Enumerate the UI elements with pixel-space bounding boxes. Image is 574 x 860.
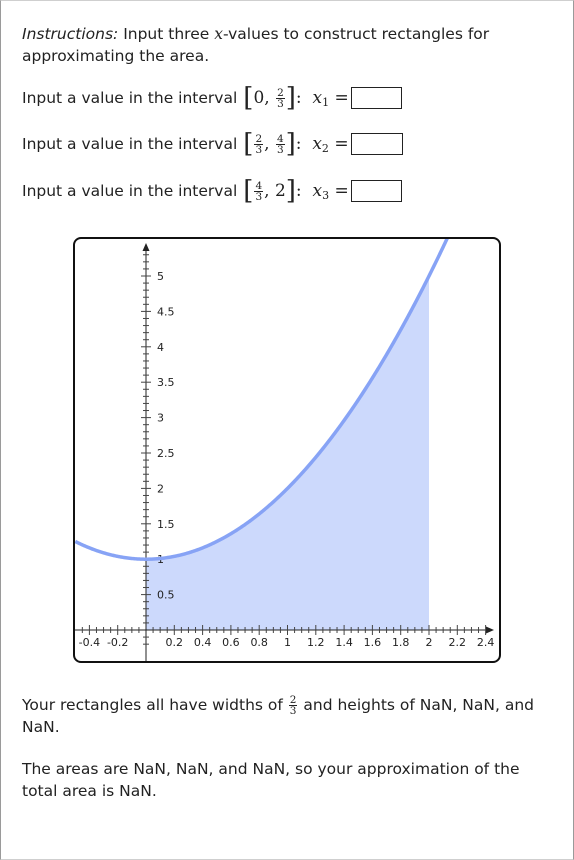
frac-den: 3: [255, 190, 263, 203]
left-bracket: [: [243, 83, 254, 113]
var-sub-2: 2: [321, 141, 329, 155]
right-bracket: ]: [285, 129, 296, 159]
x-axis-arrow: [486, 626, 494, 634]
y-axis-arrow: [142, 243, 150, 251]
y-tick-label: 2: [157, 482, 164, 495]
x-tick-label: 0.6: [222, 636, 240, 649]
frac-num: 2: [254, 132, 264, 145]
left-bracket: [: [243, 176, 254, 206]
frac-den: 3: [276, 143, 284, 156]
x2-input[interactable]: [350, 133, 403, 155]
y-tick-label: 4.5: [157, 305, 175, 318]
right-bracket: ]: [285, 176, 296, 206]
x-tick-label: 1.6: [364, 636, 382, 649]
interval-lo-1: 0: [253, 88, 265, 108]
interval-label-2: Input a value in the interval: [22, 135, 238, 153]
frac-num: 2: [276, 86, 285, 99]
var-sub-1: 1: [322, 95, 330, 109]
x-tick-label: 0.4: [194, 636, 212, 649]
y-tick-label: 4: [157, 341, 164, 354]
y-tick-label: 5: [157, 270, 164, 283]
x-tick-label: 1: [284, 636, 291, 649]
frac-den: 3: [277, 97, 284, 110]
x1-input[interactable]: [350, 87, 402, 109]
x3-input[interactable]: [350, 180, 402, 202]
function-curve: [75, 239, 449, 561]
frac-den: 3: [255, 143, 263, 156]
frac-num: 2: [288, 694, 298, 706]
var-x2: x: [312, 134, 322, 154]
var-x1: x: [312, 88, 323, 108]
interval-hi-3: 2: [274, 181, 286, 201]
x-tick-label: 2.4: [477, 636, 495, 649]
frac-num: 4: [275, 132, 285, 145]
interval-label-3: Input a value in the interval: [22, 182, 238, 200]
x-tick-label: -0.4: [79, 636, 100, 649]
x-tick-label: 2: [426, 636, 433, 649]
result1-before: Your rectangles all have widths of: [22, 696, 288, 714]
interval-label-1: Input a value in the interval: [22, 89, 238, 107]
y-tick-label: 2.5: [157, 447, 175, 460]
y-tick-label: 3.5: [157, 376, 175, 389]
y-tick-label: 0.5: [157, 589, 175, 602]
instructions-text: Instructions: Input three x-values to co…: [22, 23, 552, 67]
area-graph: -0.4 -0.2 0.2 0.4 0.6 0.8 1 1.2 1.4 1.6 1.8 2 2.2 2.4…: [73, 237, 501, 663]
x-tick-label: -0.2: [107, 636, 128, 649]
result1-after: and heights of NaN, NaN, and NaN.: [22, 696, 535, 736]
var-x3: x: [312, 181, 323, 201]
left-bracket: [: [243, 129, 254, 159]
var-sub-3: 3: [322, 188, 330, 202]
y-tick-label: 1.5: [157, 518, 175, 531]
result-areas-text: The areas are NaN, NaN, and NaN, so your…: [22, 760, 520, 800]
instructions-part1: Input three: [118, 25, 215, 43]
frac-num: 4: [254, 179, 264, 192]
x-tick-label: 1.8: [392, 636, 410, 649]
y-tick-label: 3: [157, 412, 164, 425]
instructions-var: x: [214, 25, 223, 43]
x-tick-label: 0.8: [250, 636, 268, 649]
x-tick-label: 1.4: [335, 636, 353, 649]
right-bracket: ]: [285, 83, 296, 113]
x-tick-label: 0.2: [166, 636, 184, 649]
shaded-area: [146, 276, 429, 630]
frac-den: 3: [289, 705, 297, 717]
instructions-prefix: Instructions:: [22, 25, 119, 43]
x-tick-label: 2.2: [449, 636, 467, 649]
instructions-part2: -values to construct rectangles for appr…: [22, 25, 490, 65]
x-tick-label: 1.2: [307, 636, 325, 649]
area-chart-svg: -0.4 -0.2 0.2 0.4 0.6 0.8 1 1.2 1.4 1.6 1.8 2 2.2 2.4…: [75, 239, 495, 661]
